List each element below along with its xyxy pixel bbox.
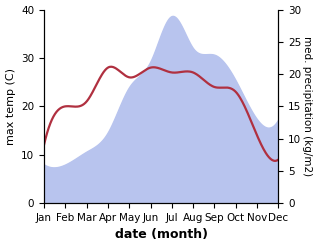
Y-axis label: max temp (C): max temp (C)	[5, 68, 16, 145]
X-axis label: date (month): date (month)	[115, 228, 208, 242]
Y-axis label: med. precipitation (kg/m2): med. precipitation (kg/m2)	[302, 36, 313, 176]
